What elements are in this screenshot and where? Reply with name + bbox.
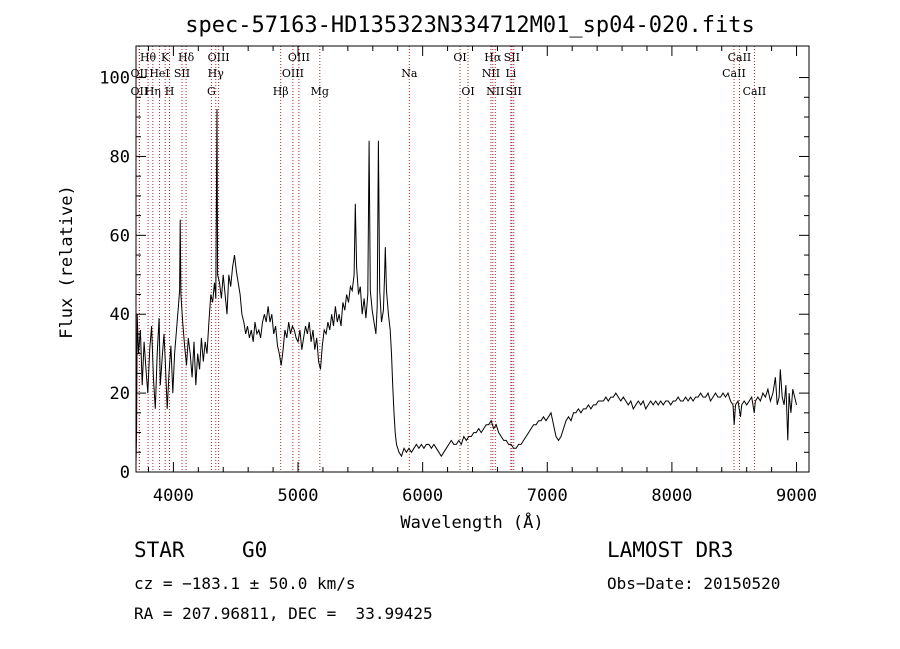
marker-label-0: Hθ (140, 51, 157, 64)
spectrum-line (135, 109, 797, 465)
x-tick-label: 4000 (153, 486, 194, 506)
y-tick-label: 40 (110, 305, 130, 325)
marker-label-26: CaII (722, 67, 746, 80)
chart-title: spec-57163-HD135323N334712M01_sp04-020.f… (185, 13, 755, 38)
y-tick-label: 0 (120, 463, 130, 483)
y-tick-label: 80 (110, 147, 130, 167)
y-axis-label: Flux (relative) (57, 185, 77, 339)
marker-label-19: Hα (484, 51, 502, 64)
marker-label-5: Hη (145, 85, 161, 98)
object-class: STAR (134, 538, 185, 562)
y-tick-label: 100 (99, 69, 130, 89)
marker-label-2: OII (131, 85, 149, 98)
marker-label-8: Hδ (178, 51, 195, 64)
marker-label-6: SII (174, 67, 190, 80)
y-axis: 0 20 40 60 80 100 (99, 69, 809, 483)
x-axis-label: Wavelength (Å) (400, 511, 543, 533)
plot-frame (135, 45, 810, 473)
x-tick-label: 5000 (278, 486, 319, 506)
marker-label-11: G (207, 85, 216, 98)
survey-name: LAMOST DR3 (607, 538, 734, 562)
y-tick-label: 20 (110, 384, 130, 404)
marker-label-4: HeI (149, 67, 169, 80)
marker-label-25: CaII (728, 51, 752, 64)
observation-date: Obs−Date: 20150520 (607, 574, 781, 593)
marker-label-27: CaII (743, 85, 767, 98)
marker-label-22: Li (505, 67, 516, 80)
x-tick-label: 8000 (651, 486, 692, 506)
marker-label-21: NII (482, 67, 500, 80)
marker-label-20: SII (504, 51, 520, 64)
marker-label-15: Mg (311, 85, 329, 98)
marker-label-17: OI (453, 51, 466, 64)
marker-label-13: OIII (282, 67, 304, 80)
marker-label-7: H (165, 85, 175, 98)
marker-label-12: OIII (288, 51, 310, 64)
marker-label-23: NII (486, 85, 504, 98)
x-axis: 4000 5000 6000 7000 8000 9000 (147, 46, 817, 506)
redshift-velocity: cz = −183.1 ± 50.0 km/s (134, 574, 356, 593)
marker-label-18: OI (461, 85, 474, 98)
marker-label-3: K (161, 51, 170, 64)
x-tick-label: 9000 (776, 486, 817, 506)
marker-label-10: Hγ (208, 67, 225, 80)
marker-label-14: Hβ (273, 85, 289, 98)
x-tick-label: 6000 (402, 486, 443, 506)
marker-label-9: OIII (208, 51, 230, 64)
subclass: G0 (242, 538, 268, 562)
marker-label-16: Na (401, 67, 418, 80)
marker-label-24: SII (506, 85, 522, 98)
x-tick-label: 7000 (527, 486, 568, 506)
ra-dec-coordinates: RA = 207.96811, DEC = 33.99425 (134, 604, 433, 623)
y-tick-label: 60 (110, 226, 130, 246)
